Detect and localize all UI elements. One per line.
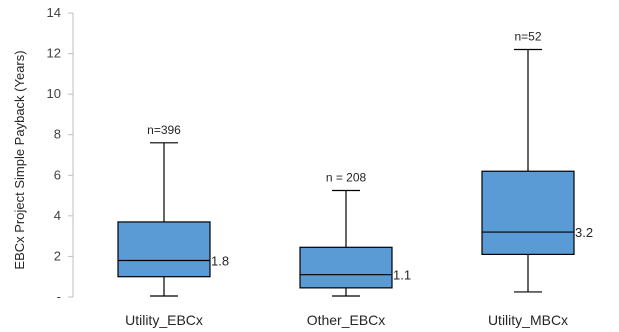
box-group: 1.8 n=396 Utility_EBCx bbox=[117, 123, 229, 328]
box-series: 1.8 n=396 Utility_EBCx 1.1 n = 208 Other_EBCx… bbox=[117, 30, 593, 328]
median-label: 1.8 bbox=[211, 253, 229, 268]
y-tick-label: 6 bbox=[54, 167, 61, 182]
category-label: Other_EBCx bbox=[307, 312, 386, 328]
y-tick-label: 10 bbox=[47, 86, 61, 101]
y-axis-label: EBCx Project Simple Payback (Years) bbox=[12, 50, 27, 269]
y-tick-label: 2 bbox=[54, 248, 61, 263]
y-tick-label: 14 bbox=[47, 5, 61, 20]
y-tick-label: - bbox=[57, 289, 61, 304]
box-iqr bbox=[481, 170, 575, 256]
median-label: 3.2 bbox=[575, 225, 593, 240]
n-label: n=52 bbox=[514, 30, 541, 44]
box-group: 1.1 n = 208 Other_EBCx bbox=[299, 171, 411, 328]
y-tick-label: 12 bbox=[47, 46, 61, 61]
median-label: 1.1 bbox=[393, 268, 411, 283]
category-label: Utility_EBCx bbox=[125, 312, 203, 328]
box-iqr bbox=[299, 246, 393, 289]
y-tick-label: 8 bbox=[54, 127, 61, 142]
y-tick-label: 4 bbox=[54, 208, 61, 223]
box-iqr bbox=[117, 221, 211, 278]
n-label: n = 208 bbox=[326, 171, 367, 185]
category-label: Utility_MBCx bbox=[488, 312, 568, 328]
n-label: n=396 bbox=[147, 123, 181, 137]
box-group: 3.2 n=52 Utility_MBCx bbox=[481, 30, 593, 328]
y-axis: - 2 4 6 8 10 12 14 bbox=[47, 5, 74, 304]
